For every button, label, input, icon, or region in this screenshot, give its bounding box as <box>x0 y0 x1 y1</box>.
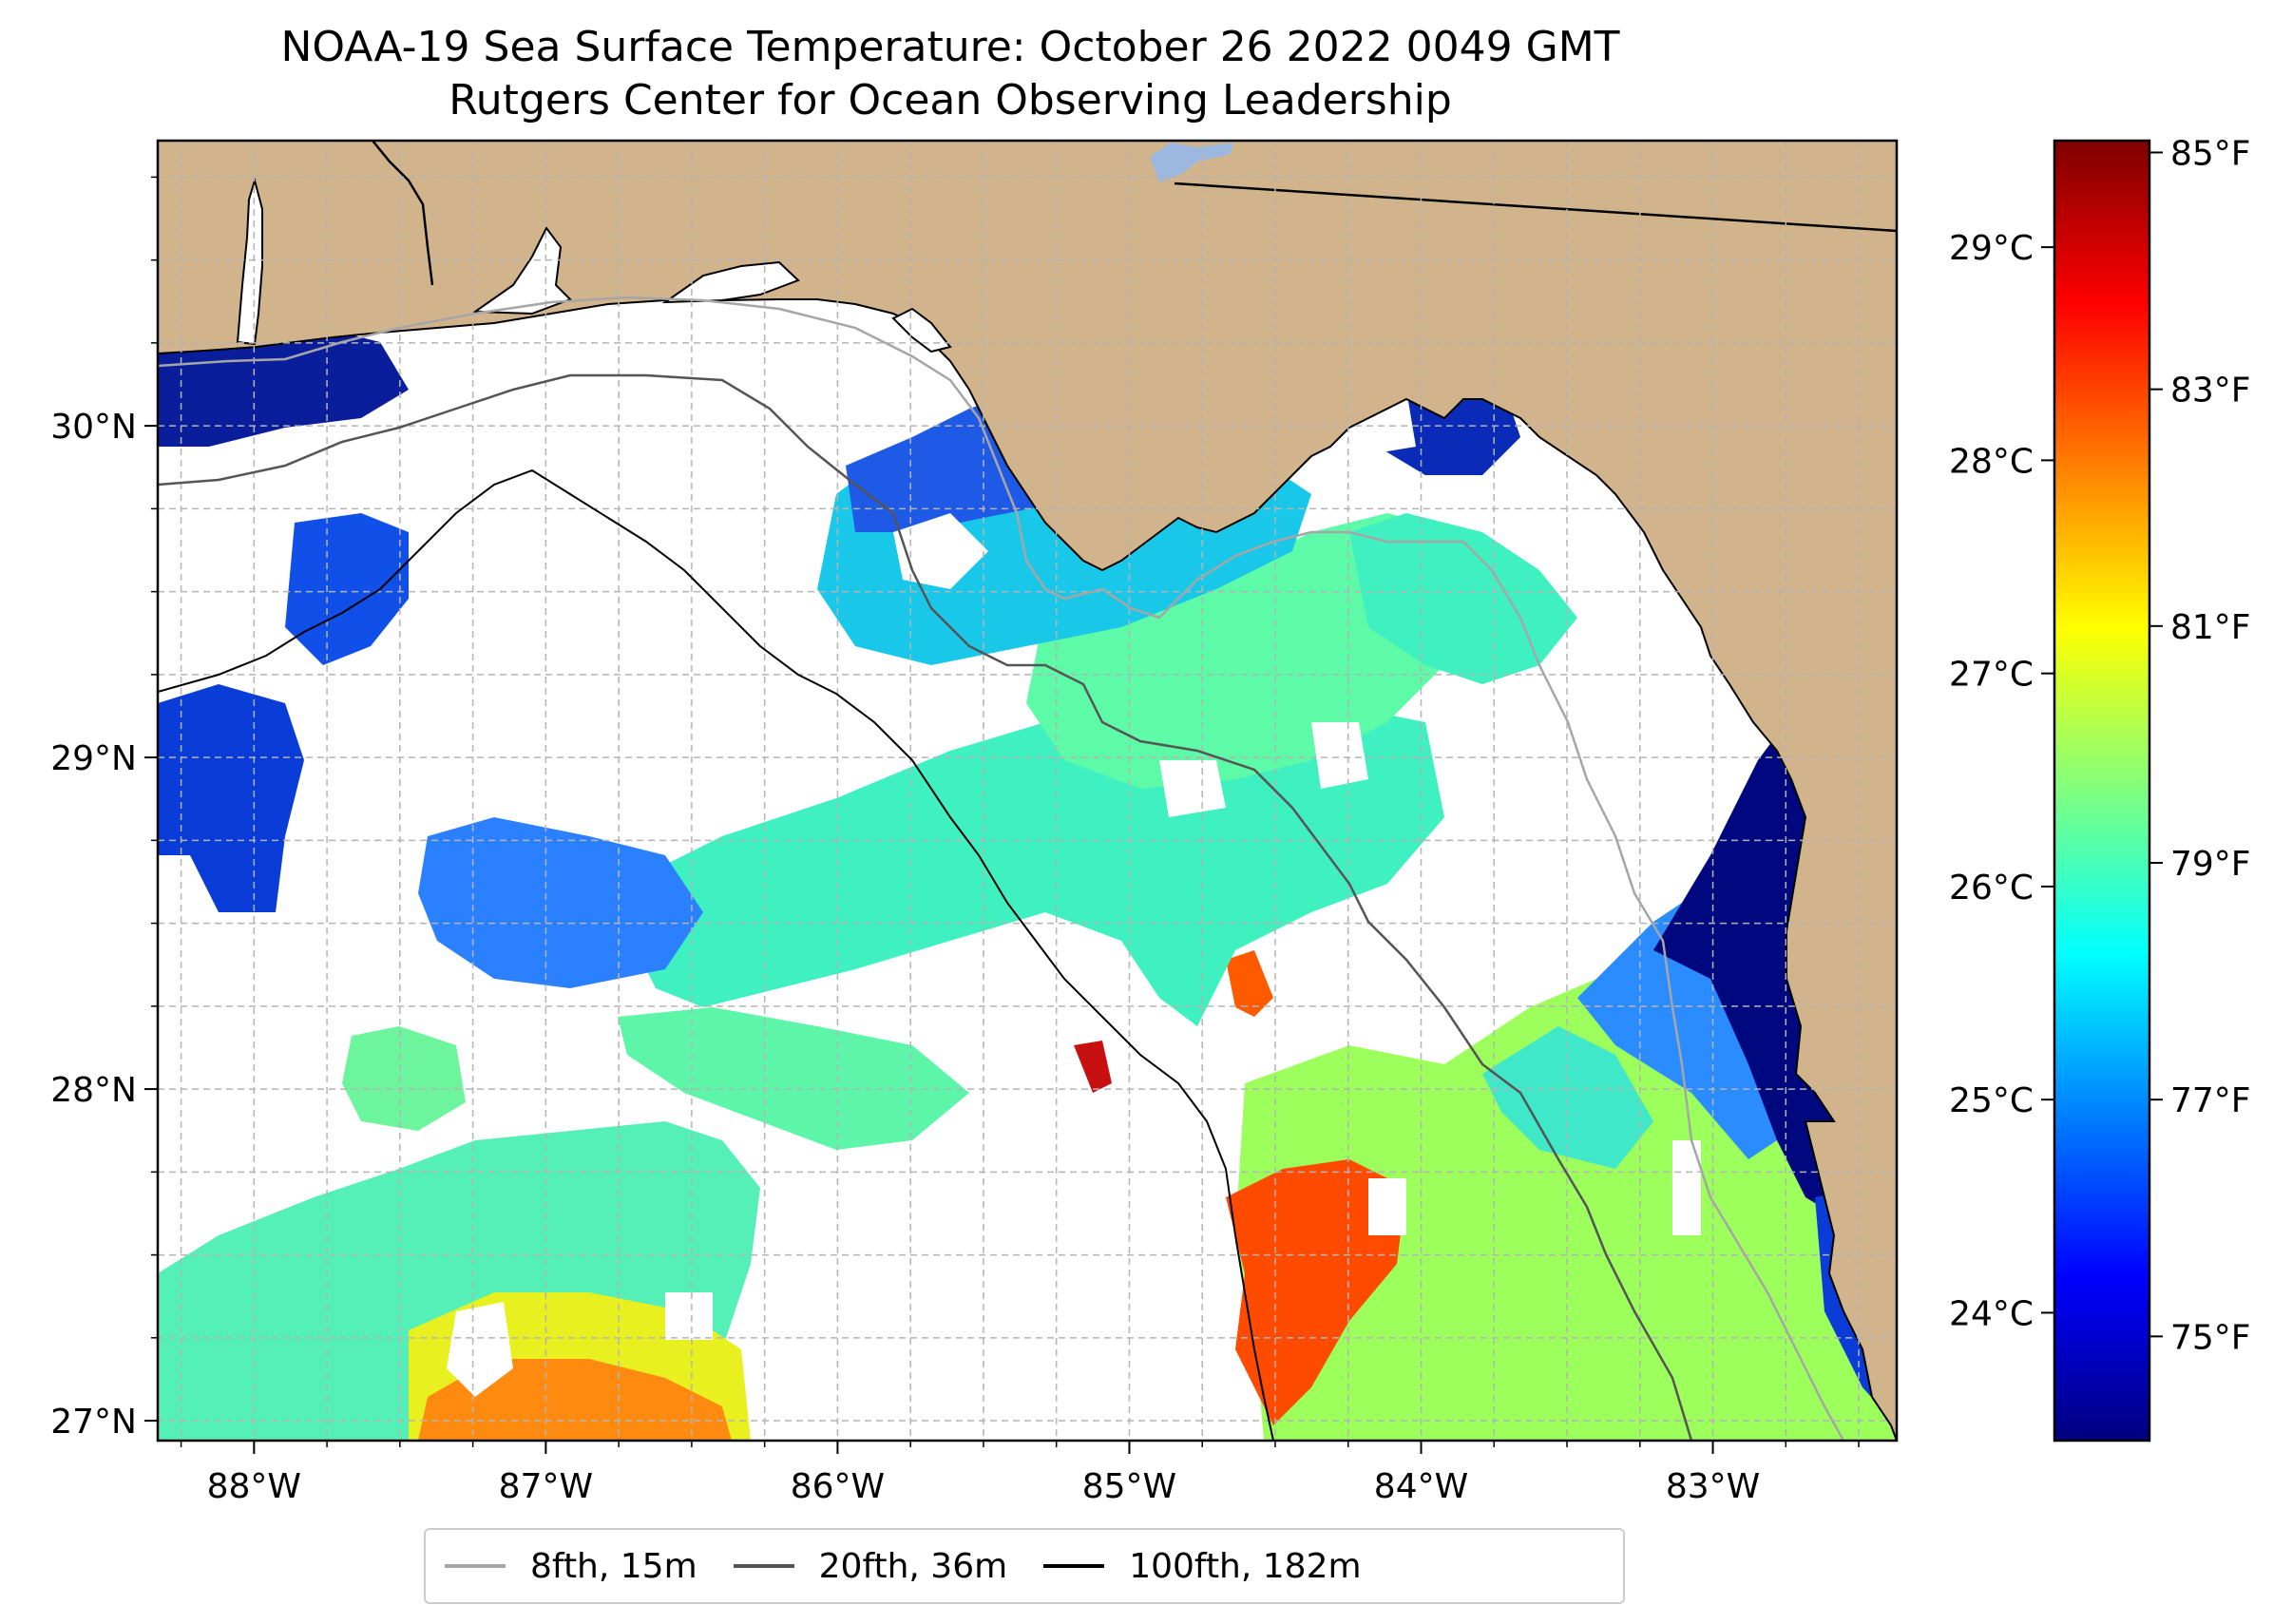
celsius-tick-label: 29°C <box>1949 229 2034 268</box>
lon-tick-label: 83°W <box>1666 1467 1760 1506</box>
cloud-gap-4 <box>1672 1140 1701 1235</box>
sst-patch-southeast-cyan <box>1482 1026 1653 1169</box>
cloud-gap-5 <box>1159 760 1226 817</box>
lon-tick-label: 85°W <box>1082 1467 1176 1506</box>
fahrenheit-tick-label: 83°F <box>2170 372 2251 411</box>
state-border-fl-ga <box>1174 182 1897 233</box>
colorbar <box>2053 139 2151 1442</box>
celsius-tick-label: 25°C <box>1949 1081 2034 1120</box>
cloud-gap-3 <box>1368 1178 1406 1235</box>
colorbar-ticks: 24°C 25°C 26°C 27°C 28°C 29°C 75°F 77°F 79°F 81°F… <box>1949 134 2250 1357</box>
graticule <box>158 141 1897 1441</box>
celsius-tick-label: 28°C <box>1949 442 2034 481</box>
celsius-tick-label: 27°C <box>1949 656 2034 695</box>
legend-label-20fth: 20fth, 36m <box>818 1546 1008 1586</box>
lat-tick-label: 30°N <box>50 408 137 447</box>
sst-patch-central-1 <box>627 703 1444 1026</box>
contour-8fth <box>158 296 1845 1441</box>
cloud-gap-2 <box>665 1292 713 1340</box>
legend-entry-20fth: 20fth, 36m <box>733 1546 1008 1586</box>
sst-patch-mid-south-2 <box>342 1026 466 1131</box>
fahrenheit-tick-label: 77°F <box>2170 1081 2251 1120</box>
fahrenheit-tick-label: 81°F <box>2170 608 2251 647</box>
fahrenheit-tick-label: 75°F <box>2170 1318 2251 1357</box>
bay-apalachicola <box>891 307 952 353</box>
state-border-al-fl <box>372 141 434 286</box>
sst-patch-west-3 <box>285 513 409 665</box>
contour-20fth <box>158 373 1693 1441</box>
map-panel <box>158 141 1897 1441</box>
sst-patch-hot-3 <box>1074 1041 1112 1093</box>
cloud-gap-1 <box>447 1302 513 1397</box>
land-north <box>158 141 1897 1441</box>
legend-label-100fth: 100fth, 182m <box>1129 1546 1362 1586</box>
lat-tick-label: 29°N <box>50 739 137 778</box>
chart-subtitle: Rutgers Center for Ocean Observing Leade… <box>449 76 1452 124</box>
celsius-tick-label: 24°C <box>1949 1294 2034 1333</box>
lat-tick-label: 28°N <box>50 1071 137 1110</box>
contour-100fth <box>158 468 1274 1441</box>
lake-seminole <box>1150 143 1233 182</box>
cloud-mask <box>447 390 1701 1397</box>
fahrenheit-tick-label: 79°F <box>2170 845 2251 884</box>
lon-tick-label: 88°W <box>207 1467 301 1506</box>
map-axis-ticks: 88°W 87°W 86°W 85°W 84°W 83°W 27°N 28°N 29°N 30°N <box>50 176 1860 1506</box>
lon-tick-label: 87°W <box>499 1467 593 1506</box>
celsius-tick-label: 26°C <box>1949 869 2034 908</box>
fahrenheit-tick-label: 85°F <box>2170 134 2251 173</box>
cloud-gap-7 <box>893 513 988 589</box>
contour-legend: 8fth, 15m 20fth, 36m 100fth, 182m <box>424 1528 1625 1604</box>
lon-tick-label: 86°W <box>791 1467 885 1506</box>
lat-tick-label: 27°N <box>50 1403 137 1442</box>
legend-swatch-8fth <box>445 1564 506 1568</box>
sst-patch-west-1 <box>418 817 703 988</box>
legend-entry-8fth: 8fth, 15m <box>445 1547 697 1586</box>
sst-patch-hot-1 <box>1226 1159 1406 1425</box>
lon-tick-label: 84°W <box>1374 1467 1468 1506</box>
legend-entry-100fth: 100fth, 182m <box>1043 1546 1362 1586</box>
sst-field <box>158 285 1897 1441</box>
map-frame <box>156 139 1899 1442</box>
sst-patch-northeast <box>1349 513 1577 684</box>
sst-patch-west-2 <box>158 684 304 912</box>
legend-label-8fth: 8fth, 15m <box>530 1546 697 1586</box>
legend-swatch-100fth <box>1043 1564 1105 1568</box>
sst-patch-hot-2 <box>1226 950 1273 1017</box>
chart-title: NOAA-19 Sea Surface Temperature: October… <box>280 23 1620 71</box>
sst-patch-coastal-cold <box>1653 722 1897 1235</box>
bay-mobile <box>236 177 263 346</box>
legend-swatch-20fth <box>733 1564 794 1568</box>
sst-patch-mid-south <box>618 1007 969 1150</box>
cloud-gap-6 <box>1311 722 1368 789</box>
